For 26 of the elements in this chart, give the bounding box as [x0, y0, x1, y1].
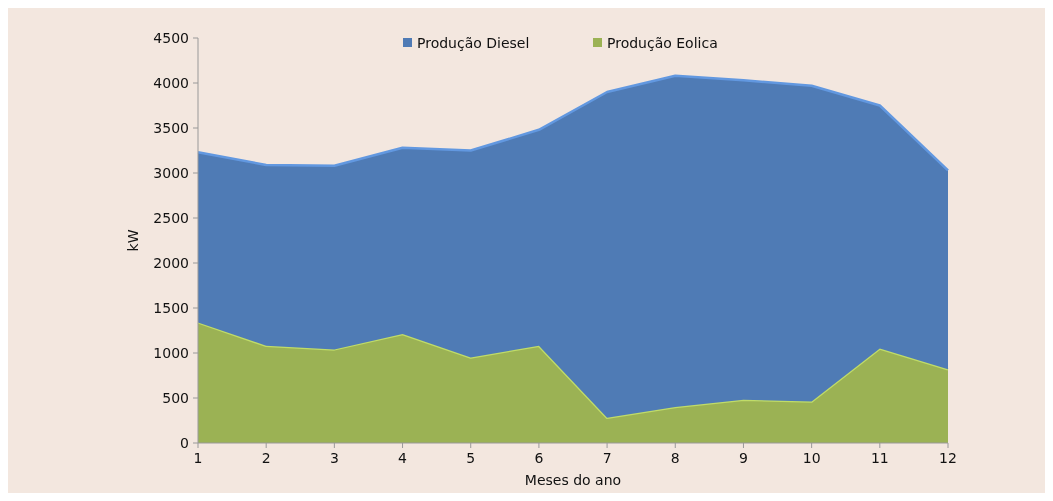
y-tick-label: 4500 — [153, 29, 189, 46]
legend-label: Produção Eolica — [607, 34, 718, 51]
y-tick-label: 1000 — [153, 344, 189, 361]
x-tick-label: 7 — [602, 450, 612, 466]
y-tick-label: 2500 — [153, 209, 189, 226]
x-tick-label: 9 — [738, 450, 748, 466]
x-tick-label: 4 — [398, 450, 408, 466]
y-axis-title: kW — [125, 229, 141, 252]
y-tick-label: 4000 — [153, 74, 189, 91]
y-tick-label: 3000 — [153, 164, 189, 181]
y-tick-label: 0 — [180, 434, 189, 451]
y-tick-label: 500 — [162, 389, 189, 406]
x-tick-label: 2 — [261, 450, 271, 466]
x-tick-label: 5 — [466, 450, 476, 466]
x-tick-label: 1 — [193, 450, 203, 466]
x-tick-label: 11 — [870, 450, 889, 466]
y-tick-label: 2000 — [153, 254, 189, 271]
x-tick-label: 3 — [329, 450, 339, 466]
x-axis-title: Meses do ano — [524, 472, 622, 488]
legend-label: Produção Diesel — [417, 34, 530, 51]
x-tick-label: 12 — [939, 450, 957, 466]
x-tick-label: 8 — [670, 450, 680, 466]
x-tick-label: 10 — [802, 450, 821, 466]
x-tick-label: 6 — [534, 450, 544, 466]
y-tick-label: 1500 — [153, 299, 189, 316]
y-tick-label: 3500 — [153, 119, 189, 136]
